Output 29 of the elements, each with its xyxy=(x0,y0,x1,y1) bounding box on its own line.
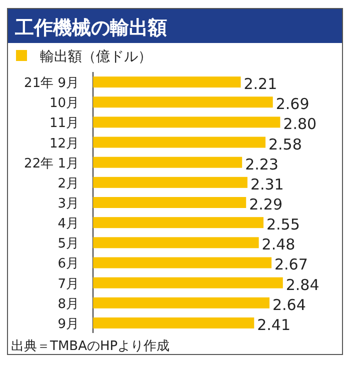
data-label: 2.21 xyxy=(244,75,278,94)
data-label: 2.23 xyxy=(245,155,278,174)
y-tick-label: 6月 xyxy=(58,256,79,272)
data-label: 2.69 xyxy=(276,95,310,114)
data-label: 2.80 xyxy=(283,115,317,134)
data-label: 2.48 xyxy=(262,236,296,254)
data-label: 2.58 xyxy=(268,135,302,154)
y-tick-label: 10月 xyxy=(49,96,79,112)
y-tick-label: 11月 xyxy=(49,116,79,132)
y-tick-label: 3月 xyxy=(58,196,79,212)
data-label: 2.55 xyxy=(266,216,300,234)
y-tick-label: 9月 xyxy=(58,316,79,332)
y-tick-label: 2月 xyxy=(58,176,79,192)
y-tick-label: 8月 xyxy=(58,296,79,312)
title: 工作機械の輸出額 xyxy=(15,17,167,39)
y-tick-label: 21年 9月 xyxy=(24,76,79,92)
y-tick-label: 4月 xyxy=(58,216,79,232)
source-note: 出典＝TMBAのHPより作成 xyxy=(11,339,170,354)
y-tick-label: 7月 xyxy=(58,276,79,292)
data-label: 2.84 xyxy=(286,276,320,294)
y-tick-label: 12月 xyxy=(49,136,79,152)
data-label: 2.64 xyxy=(272,296,306,314)
y-tick-label: 5月 xyxy=(58,236,79,252)
data-label: 2.67 xyxy=(274,256,308,274)
legend-label: 輸出額（億ドル） xyxy=(40,49,152,65)
data-label: 2.29 xyxy=(249,196,282,214)
data-label: 2.41 xyxy=(257,316,291,334)
data-label: 2.31 xyxy=(250,175,284,194)
y-tick-label: 22年 1月 xyxy=(24,156,79,172)
